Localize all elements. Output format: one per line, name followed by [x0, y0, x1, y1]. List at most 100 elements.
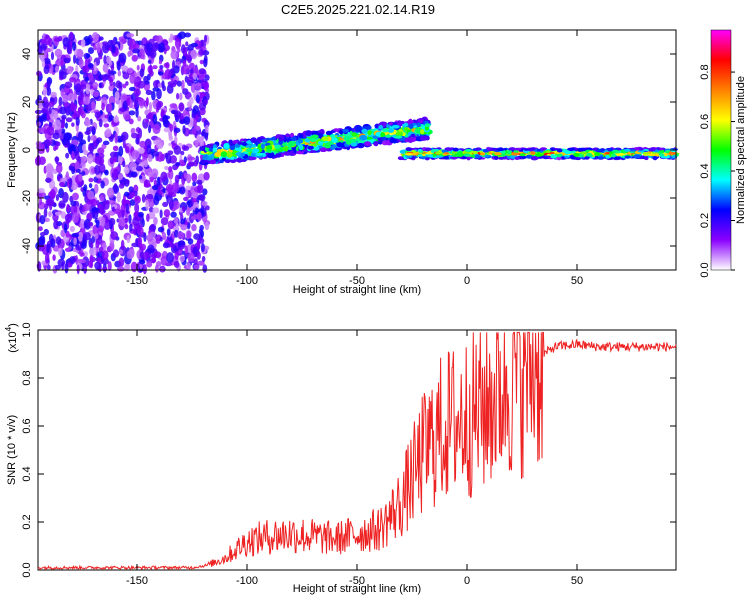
- spectrogram-line-blob: [525, 154, 533, 159]
- spectrogram-noise-blob: [55, 163, 63, 174]
- spectrogram-noise-blob: [92, 68, 98, 75]
- spectrogram-noise-blob: [194, 82, 202, 91]
- spectrogram-noise-blob: [118, 257, 125, 267]
- spectrogram-line-blob: [411, 152, 417, 156]
- spectrogram-noise-blob: [146, 144, 152, 155]
- spectrogram-noise-blob: [182, 125, 186, 135]
- spectrogram-noise-blob: [151, 168, 159, 179]
- spectrogram-line-blob: [472, 150, 478, 155]
- spectrogram-noise-blob: [98, 55, 103, 60]
- spectrogram-noise-blob: [80, 87, 84, 97]
- spectrogram-line-blob: [569, 150, 576, 154]
- spectrogram-noise-blob: [92, 210, 99, 220]
- spectrogram-noise-blob: [53, 119, 62, 131]
- spectrogram-noise-blob: [34, 109, 43, 115]
- spectrogram-noise-blob: [102, 140, 110, 146]
- spectrogram-noise-blob: [108, 115, 115, 121]
- spectrogram-line-blob: [540, 147, 547, 151]
- spectrogram-noise-blob: [107, 68, 111, 80]
- snr-y-ticks: 0.0 0.2 0.4 0.6 0.8 1.0: [21, 322, 676, 578]
- spectrogram-noise-blob: [87, 154, 93, 165]
- spectrogram-noise-blob: [113, 183, 118, 193]
- spectrogram-noise-blob: [102, 63, 109, 73]
- spectrogram-line-blob: [494, 152, 502, 156]
- spectrogram-noise-blob: [189, 68, 195, 74]
- spectrogram-noise-blob: [38, 226, 43, 232]
- spectrogram-noise-blob: [126, 97, 131, 106]
- spectrogram-noise-blob: [128, 110, 136, 116]
- spectrogram-noise-blob: [58, 181, 66, 187]
- spectrogram-noise-blob: [84, 76, 90, 82]
- spectrogram-noise-blob: [192, 181, 197, 187]
- spectrogram-noise-blob: [69, 77, 77, 83]
- spectrogram-noise-blob: [91, 100, 96, 110]
- spectrogram-noise-blob: [40, 43, 47, 51]
- spectrogram-line-blob: [514, 156, 520, 161]
- spectrogram-noise-blob: [94, 183, 99, 194]
- colorbar-tick-label: 0.4: [699, 163, 711, 178]
- spectrogram-line-blob: [206, 144, 213, 149]
- spectrogram-line-blob: [443, 155, 450, 160]
- spectrogram-line-blob: [545, 150, 551, 154]
- spectrogram-line-blob: [511, 152, 520, 156]
- spectrogram-noise-blob: [92, 90, 100, 98]
- spectrogram-noise-blob: [142, 264, 147, 275]
- spectrogram-line-blob: [290, 132, 295, 138]
- spectrogram-line-blob: [246, 148, 253, 153]
- spectrogram-y-tick-label: 40: [21, 48, 33, 60]
- spectrogram-noise-blob: [94, 111, 102, 119]
- spectrogram-noise-blob: [60, 59, 64, 67]
- spectrogram-line-blob: [388, 121, 393, 126]
- spectrogram-noise-blob: [118, 52, 127, 63]
- spectrogram-line-blob: [628, 149, 637, 152]
- spectrogram-noise-blob: [110, 231, 119, 240]
- spectrogram-noise-blob: [91, 235, 96, 244]
- spectrogram-line-blob: [591, 147, 599, 151]
- spectrogram-noise-blob: [66, 203, 70, 213]
- spectrogram-noise-blob: [178, 102, 185, 112]
- spectrogram-line-blob: [280, 134, 285, 140]
- spectrogram-noise-blob: [88, 183, 93, 189]
- spectrogram-noise-blob: [177, 231, 185, 240]
- spectrogram-noise-blob: [149, 49, 157, 59]
- spectrogram-noise-blob: [114, 91, 120, 102]
- spectrogram-noise-blob: [80, 38, 86, 48]
- spectrogram-line-blob: [355, 125, 363, 132]
- spectrogram-noise-blob: [191, 172, 198, 183]
- spectrogram-noise-blob: [141, 193, 146, 203]
- spectrogram-noise-blob: [171, 59, 176, 70]
- spectrogram-noise-blob: [77, 231, 84, 242]
- spectrogram-noise-blob: [102, 250, 109, 261]
- spectrogram-noise-blob: [136, 64, 140, 71]
- spectrogram-noise-blob: [113, 115, 120, 123]
- spectrogram-noise-blob: [137, 80, 146, 89]
- spectrogram-noise-blob: [153, 216, 158, 226]
- spectrogram-noise-blob: [173, 260, 180, 268]
- snr-y-tick-label: 0.6: [21, 418, 33, 433]
- spectrogram-line-blob: [378, 125, 384, 130]
- spectrogram-line-blob: [550, 148, 556, 151]
- spectrogram-noise-blob: [187, 76, 194, 83]
- spectrogram-noise-blob: [129, 161, 137, 172]
- spectrogram-noise-blob: [72, 54, 77, 64]
- snr-y-tick-label: 1.0: [21, 322, 33, 337]
- spectrogram-noise-blob: [109, 76, 113, 87]
- spectrogram-noise-blob: [186, 230, 192, 240]
- spectrogram-noise-blob: [87, 72, 94, 81]
- spectrogram-noise-blob: [55, 65, 59, 73]
- spectrogram-line-blob: [405, 152, 413, 156]
- spectrogram-y-tick-label: -20: [21, 190, 33, 206]
- spectrogram-noise-blob: [126, 33, 135, 38]
- spectrogram-line-blob: [564, 150, 571, 155]
- spectrogram-noise-blob: [156, 142, 164, 150]
- spectrogram-noise-blob: [123, 166, 130, 174]
- spectrogram-noise-blob: [191, 198, 198, 203]
- spectrogram-noise-blob: [178, 92, 183, 101]
- spectrogram-noise-blob: [165, 153, 172, 164]
- spectrogram-noise-blob: [101, 257, 109, 265]
- spectrogram-noise-blob: [94, 232, 99, 240]
- snr-x-tick-label: -150: [126, 575, 148, 587]
- spectrogram-noise-blob: [130, 171, 138, 178]
- snr-panel: -150 -100 -50 0 50 0.0 0.2 0.4 0.6 0.8 1.0 Height…: [4, 322, 677, 595]
- spectrogram-noise-blob: [116, 60, 121, 71]
